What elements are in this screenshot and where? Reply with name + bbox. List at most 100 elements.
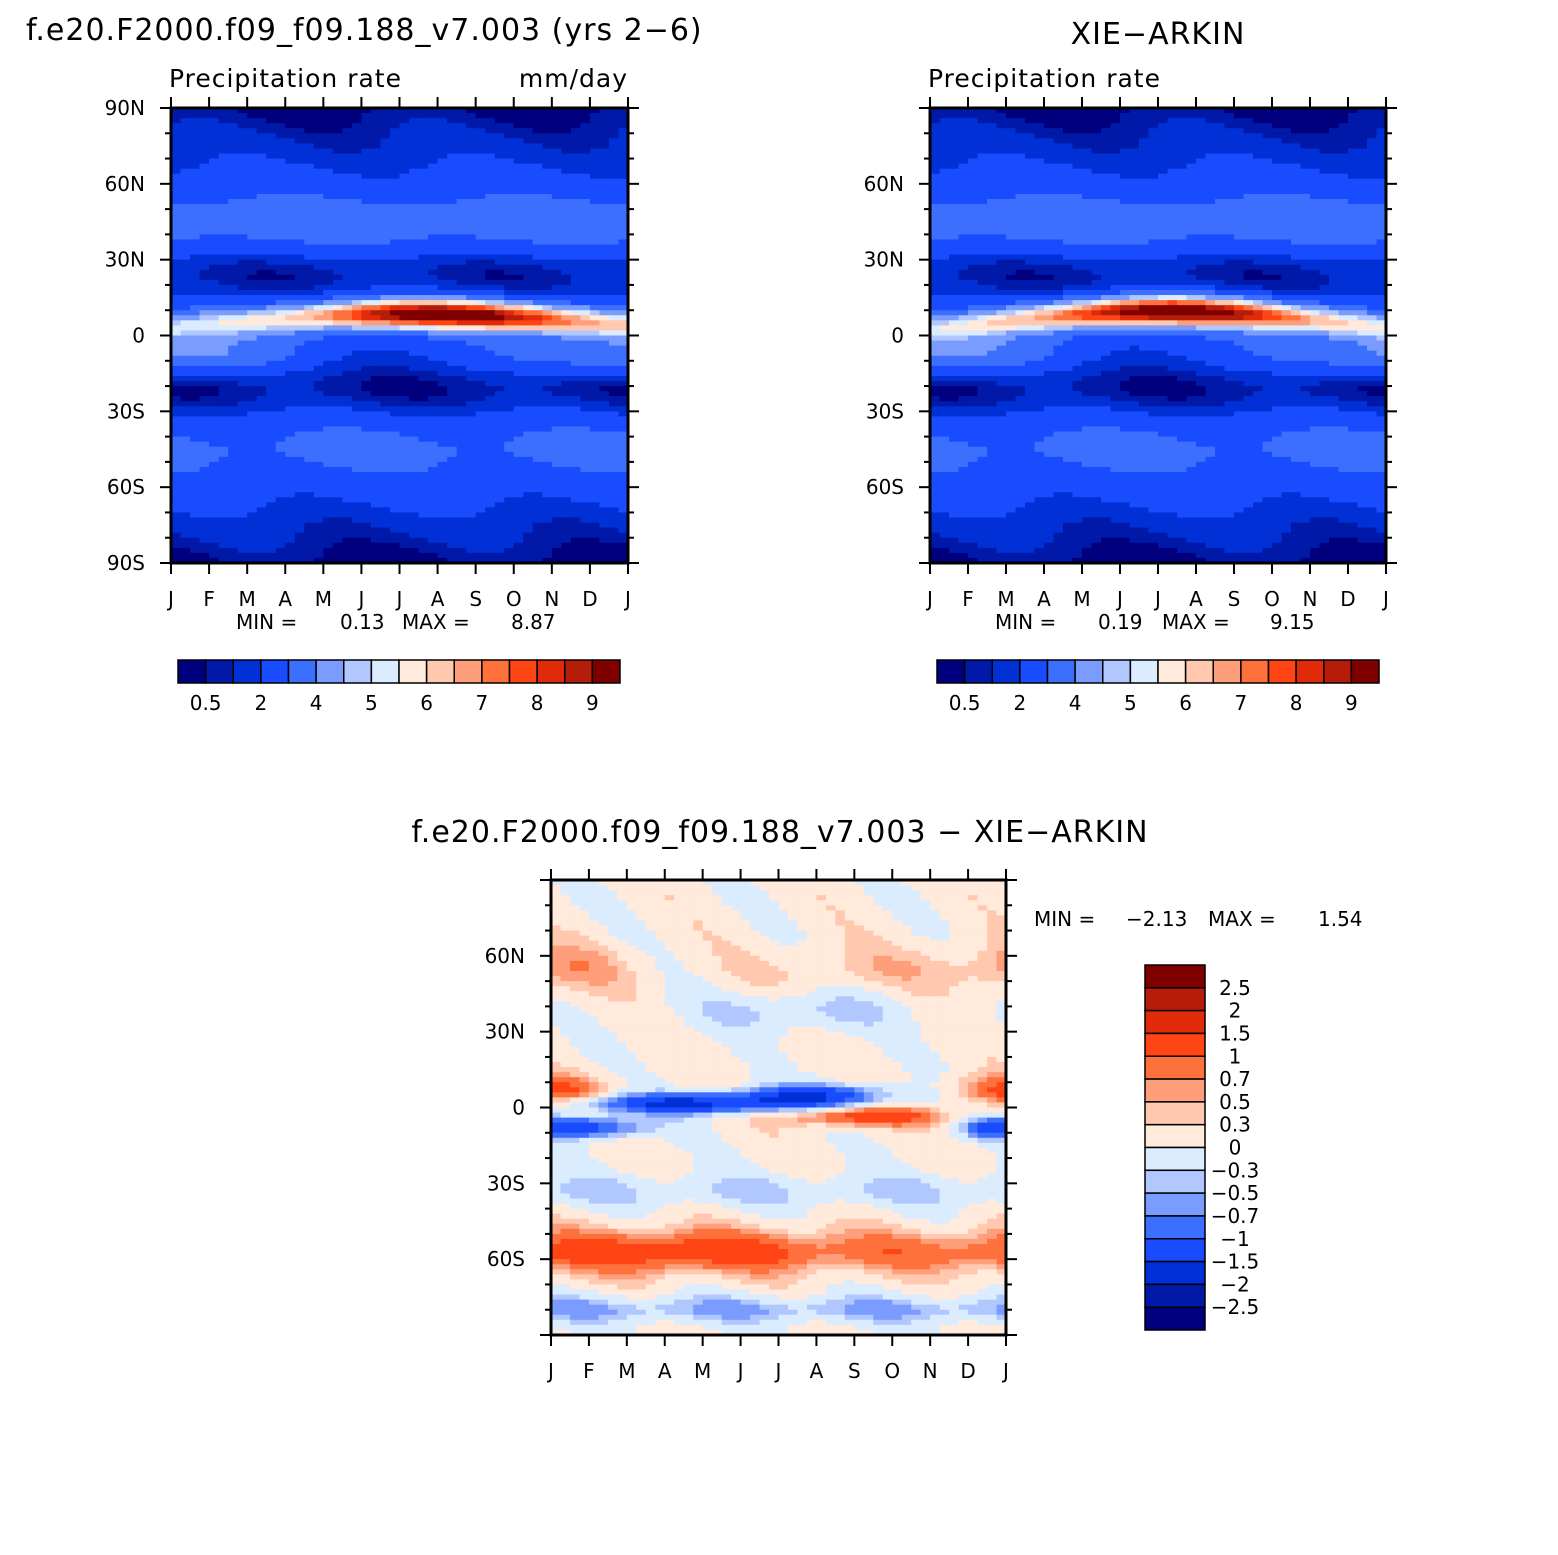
- model-cell: [494, 133, 505, 139]
- model-cell: [285, 482, 296, 488]
- model-cell: [494, 375, 505, 382]
- obs-cell: [1253, 108, 1264, 114]
- model-cell: [313, 552, 324, 559]
- obs-cell: [1367, 143, 1378, 150]
- model-cell: [304, 436, 315, 443]
- obs-cell: [1376, 113, 1387, 119]
- model-cell: [304, 108, 315, 114]
- model-cell: [447, 482, 458, 488]
- model-cell: [228, 279, 239, 286]
- model-cell: [551, 426, 562, 433]
- model-cell: [513, 436, 524, 443]
- model-cell: [504, 178, 515, 185]
- model-cell: [304, 315, 315, 321]
- obs-cell: [1053, 143, 1064, 150]
- model-cell: [618, 482, 629, 488]
- model-cell: [237, 512, 248, 519]
- model-cell: [237, 290, 248, 296]
- obs-cell: [1367, 138, 1378, 144]
- model-cell: [551, 557, 562, 564]
- model-cell: [475, 290, 486, 296]
- model-cell: [209, 234, 220, 241]
- model-cell: [266, 492, 277, 498]
- model-cell: [504, 441, 515, 448]
- model-cell: [294, 254, 305, 261]
- model-cell: [389, 507, 401, 514]
- model-cell: [209, 431, 220, 438]
- model-cell: [494, 315, 505, 321]
- model-cell: [447, 183, 458, 190]
- model-cell: [608, 128, 620, 134]
- obs-cell: [1234, 113, 1245, 119]
- obs-cell: [1082, 153, 1093, 160]
- model-cell: [342, 274, 353, 281]
- model-cell: [370, 472, 382, 478]
- model-cell: [180, 325, 191, 332]
- model-cell: [275, 502, 286, 508]
- obs-cell: [1139, 123, 1150, 129]
- model-cell: [237, 507, 248, 514]
- model-cell: [485, 279, 496, 286]
- model-cell: [199, 532, 210, 539]
- model-cell: [247, 365, 258, 372]
- model-cell: [532, 507, 543, 514]
- obs-cell: [1082, 163, 1093, 170]
- obs-cell: [1205, 163, 1216, 170]
- model-cell: [199, 482, 210, 488]
- model-cell: [551, 477, 562, 483]
- obs-cell: [1291, 133, 1302, 139]
- model-cell: [428, 441, 439, 448]
- model-cell: [551, 300, 562, 306]
- model-cell: [171, 239, 182, 246]
- model-cell: [209, 461, 220, 468]
- model-cell: [190, 224, 201, 230]
- model-cell: [247, 290, 258, 296]
- model-cell: [428, 214, 439, 220]
- model-cell: [428, 472, 439, 478]
- model-cell: [323, 537, 334, 544]
- model-cell: [351, 269, 363, 276]
- model-cell: [323, 153, 334, 160]
- model-cell: [618, 209, 629, 215]
- model-cell: [218, 168, 229, 175]
- model-cell: [570, 360, 581, 367]
- model-cell: [551, 244, 562, 251]
- model-cell: [237, 477, 248, 483]
- obs-cell: [1053, 123, 1064, 129]
- model-cell: [285, 386, 296, 392]
- model-cell: [561, 552, 572, 559]
- model-cell: [532, 310, 543, 316]
- obs-cell: [977, 158, 988, 165]
- model-cell: [332, 532, 343, 539]
- model-cell: [409, 345, 420, 352]
- model-cell: [504, 279, 515, 286]
- model-cell: [190, 472, 201, 478]
- obs-cell: [1139, 153, 1150, 160]
- model-cell: [523, 507, 534, 514]
- model-cell: [380, 224, 391, 230]
- model-cell: [218, 224, 229, 230]
- model-cell: [570, 406, 581, 412]
- model-cell: [466, 259, 477, 266]
- model-cell: [256, 396, 267, 402]
- model-cell: [285, 370, 296, 377]
- model-cell: [370, 118, 382, 124]
- model-cell: [409, 214, 420, 220]
- model-cell: [247, 264, 258, 271]
- model-cell: [494, 193, 505, 200]
- model-cell: [361, 138, 372, 144]
- model-cell: [447, 532, 458, 539]
- model-cell: [171, 118, 182, 124]
- model-cell: [304, 290, 315, 296]
- model-cell: [180, 547, 191, 554]
- model-cell: [570, 386, 581, 392]
- model-cell: [237, 461, 248, 468]
- model-cell: [485, 173, 496, 180]
- model-cell: [561, 148, 572, 155]
- model-cell: [323, 451, 334, 458]
- model-cell: [399, 517, 410, 524]
- model-cell: [332, 375, 343, 382]
- model-cell: [570, 234, 581, 241]
- model-cell: [513, 229, 524, 235]
- model-cell: [570, 502, 581, 508]
